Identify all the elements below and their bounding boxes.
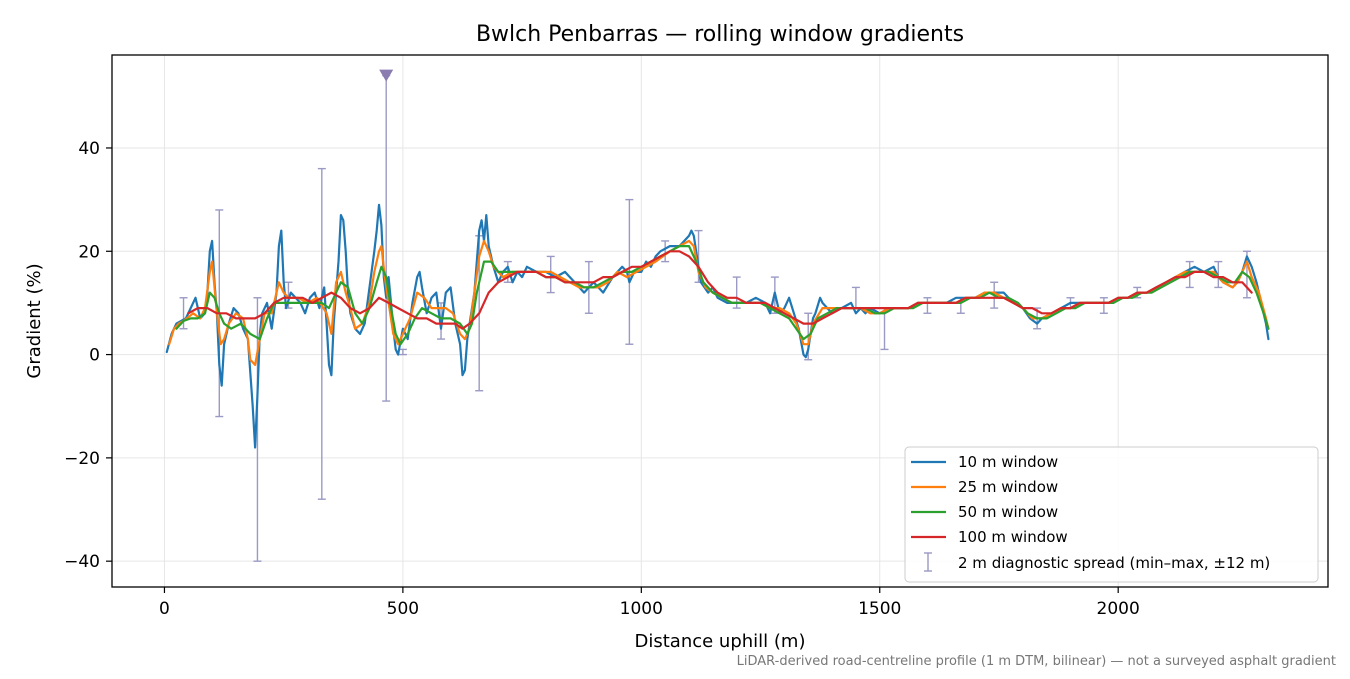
series-line-3 <box>187 250 1253 330</box>
legend-label-50m: 50 m window <box>958 503 1058 521</box>
legend-label-10m: 10 m window <box>958 453 1058 471</box>
legend-swatch-errorbar <box>924 552 932 572</box>
errorbar-4 <box>317 167 326 500</box>
chart-title: Bwlch Penbarras — rolling window gradien… <box>476 22 964 47</box>
series-line-2 <box>175 245 1270 346</box>
x-axis-title: Distance uphill (m) <box>635 631 806 652</box>
errorbar-0 <box>179 297 188 330</box>
plot-area-frame <box>111 54 1329 588</box>
legend-box <box>904 446 1319 583</box>
y-tick-label-2: 0 <box>89 346 100 366</box>
errorbar-6 <box>398 348 407 356</box>
errorbar-20 <box>923 297 932 314</box>
series-layer <box>165 203 1270 449</box>
footnote: LiDAR-derived road-centreline profile (1… <box>737 654 1336 669</box>
y-tick-label-4: 40 <box>78 139 100 159</box>
errorbar-13 <box>661 240 670 263</box>
legend-label-errorbar: 2 m diagnostic spread (min–max, ±12 m) <box>958 554 1270 572</box>
legend-label-100m: 100 m window <box>958 528 1068 546</box>
errorbar-25 <box>1099 297 1108 314</box>
y-axis-title: Gradient (%) <box>24 263 45 378</box>
y-tick-label-3: 20 <box>78 242 100 262</box>
x-tick-label-4: 2000 <box>1097 599 1140 619</box>
legend-label-25m: 25 m window <box>958 478 1058 496</box>
errorbar-2 <box>253 297 262 562</box>
clipped-errorbar-marker <box>379 69 394 82</box>
x-tick-label-2: 1000 <box>620 599 663 619</box>
x-tick-label-3: 1500 <box>858 599 901 619</box>
x-tick-label-1: 500 <box>387 599 419 619</box>
x-tick-label-0: 0 <box>159 599 170 619</box>
y-tick-label-0: −40 <box>64 552 100 572</box>
axis-ticks: 0 500 1000 1500 2000 −40 −20 0 20 40 <box>64 139 1140 619</box>
legend: 10 m window 25 m window 50 m window 100 … <box>904 446 1319 583</box>
y-tick-label-1: −20 <box>64 449 100 469</box>
